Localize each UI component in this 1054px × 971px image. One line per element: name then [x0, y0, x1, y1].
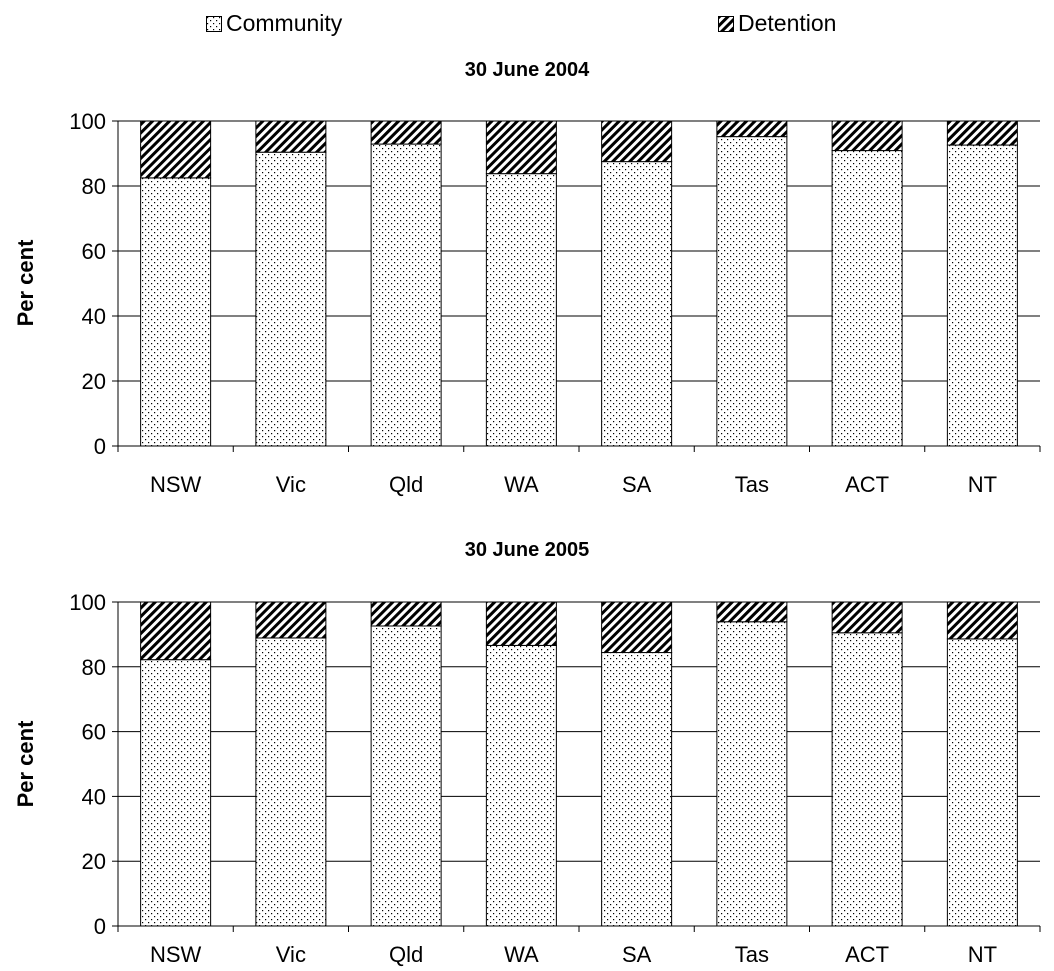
x-tick-label: SA	[622, 472, 652, 497]
bar-community-tas	[716, 621, 788, 927]
x-tick-label: Qld	[389, 942, 423, 967]
y-tick-label: 60	[82, 239, 106, 264]
bar-detention-act	[831, 601, 903, 634]
bar-community-act	[831, 632, 903, 927]
bar-detention-nt	[946, 601, 1018, 640]
bar-community-nsw	[140, 177, 212, 447]
bar-detention-wa	[485, 601, 557, 646]
x-tick-label: Tas	[735, 472, 769, 497]
x-tick-label: Tas	[735, 942, 769, 967]
x-tick-label: NSW	[150, 472, 202, 497]
bar-detention-tas	[716, 120, 788, 138]
x-tick-label: WA	[504, 472, 539, 497]
bar-detention-qld	[370, 601, 442, 627]
x-tick-label: SA	[622, 942, 652, 967]
bar-community-wa	[485, 644, 557, 927]
y-tick-label: 40	[82, 784, 106, 809]
legend-item-community: Community	[206, 10, 342, 37]
bar-detention-vic	[255, 120, 327, 153]
chart-title: 30 June 2005	[465, 539, 590, 561]
x-tick-label: NT	[968, 472, 997, 497]
bar-community-nt	[946, 144, 1018, 447]
y-tick-label: 80	[82, 174, 106, 199]
x-tick-label: ACT	[845, 942, 889, 967]
y-tick-label: 0	[94, 434, 106, 459]
bar-community-vic	[255, 151, 327, 447]
y-tick-label: 60	[82, 720, 106, 745]
chart-2004: 30 June 2004 Per cent 0 20 40 60 80 100 NSW Vic Ql…	[13, 59, 1041, 497]
x-tick-label: Vic	[276, 472, 306, 497]
y-tick-label: 100	[69, 109, 106, 134]
bar-community-qld	[370, 143, 442, 447]
bar-community-act	[831, 150, 903, 447]
y-tick-label: 0	[94, 914, 106, 939]
legend: Community Detention	[0, 0, 1054, 40]
y-tick-label: 100	[69, 590, 106, 615]
community-swatch-icon	[206, 15, 222, 32]
bar-detention-nsw	[140, 601, 212, 661]
bar-community-tas	[716, 136, 788, 447]
y-tick-label: 80	[82, 655, 106, 680]
bar-community-qld	[370, 625, 442, 927]
bar-detention-qld	[370, 120, 442, 145]
bar-community-nt	[946, 638, 1018, 927]
x-tick-label: ACT	[845, 472, 889, 497]
chart-2005: 30 June 2005 Per cent 0 20 40 60 80 100 NSW Vic Ql…	[13, 539, 1041, 967]
y-axis-label: Per cent	[13, 239, 38, 326]
bar-community-sa	[601, 161, 673, 447]
bar-detention-act	[831, 120, 903, 152]
legend-label-detention: Detention	[738, 10, 837, 36]
bar-community-sa	[601, 652, 673, 927]
legend-label-community: Community	[226, 10, 343, 36]
bar-detention-nt	[946, 120, 1018, 146]
bar-detention-sa	[601, 601, 673, 654]
detention-swatch-icon	[718, 15, 734, 32]
x-tick-label: NSW	[150, 942, 202, 967]
x-tick-label: NT	[968, 942, 997, 967]
bar-community-vic	[255, 637, 327, 927]
bar-community-nsw	[140, 659, 212, 927]
bar-community-wa	[485, 173, 557, 447]
y-axis-label: Per cent	[13, 720, 38, 807]
bar-detention-wa	[485, 120, 557, 175]
x-tick-label: WA	[504, 942, 539, 967]
bar-detention-nsw	[140, 120, 212, 179]
x-tick-label: Qld	[389, 472, 423, 497]
y-tick-label: 20	[82, 369, 106, 394]
bar-detention-tas	[716, 601, 788, 623]
bar-detention-sa	[601, 120, 673, 163]
y-tick-label: 20	[82, 849, 106, 874]
x-tick-label: Vic	[276, 942, 306, 967]
y-tick-label: 40	[82, 304, 106, 329]
bar-detention-vic	[255, 601, 327, 639]
chart-title: 30 June 2004	[465, 59, 590, 81]
legend-item-detention: Detention	[718, 10, 836, 37]
